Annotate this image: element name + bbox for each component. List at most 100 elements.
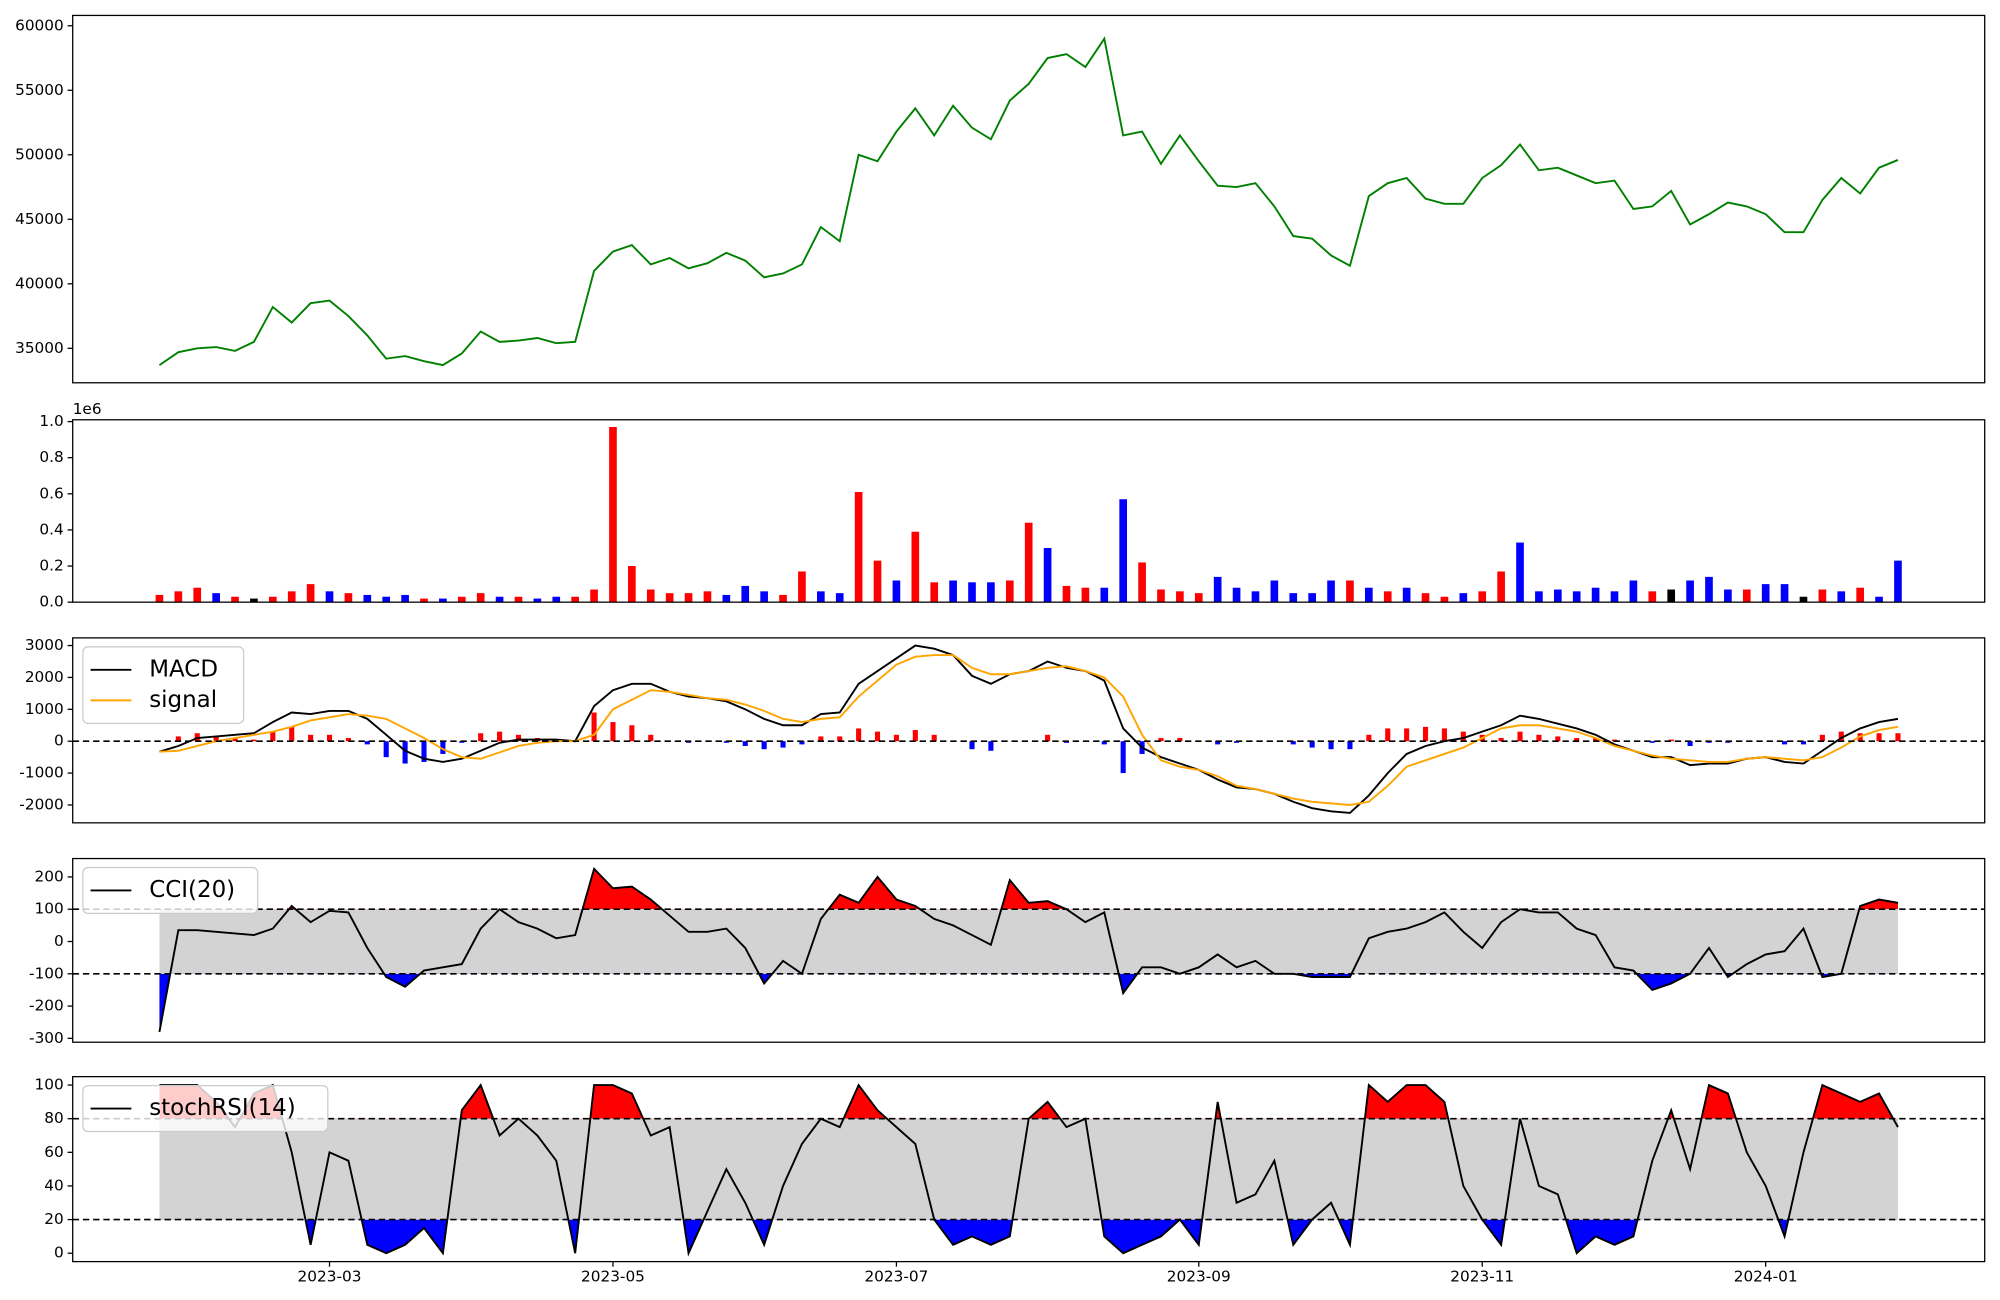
volume-bar [1459,593,1468,603]
volume-bar [1875,596,1883,603]
histogram-bar [1045,734,1051,742]
volume-bar [1005,580,1014,603]
plot-area [72,867,1985,1033]
histogram-bar [610,722,616,742]
volume-bar [1081,587,1090,603]
histogram-bar [1876,733,1882,742]
histogram-bar [1422,726,1429,742]
plot-area [72,1083,1985,1257]
volume-bar [287,591,296,603]
histogram-bar [1574,738,1580,742]
band-fill [159,909,1898,974]
legend: MACD signal [82,646,245,724]
volume-bar [1232,587,1241,603]
volume-bar [1705,576,1713,603]
x-tick-label: 2023-11 [1450,1267,1514,1285]
volume-bar [155,594,164,603]
volume-bar [344,593,353,603]
histogram-bar [497,731,503,742]
histogram-bar [1215,741,1221,745]
y-tick-label: 0.8 [39,448,63,466]
volume-bar [382,596,391,603]
volume-bar [590,589,598,603]
histogram-bar [648,734,654,742]
volume-bar [1761,584,1770,603]
histogram-bar [421,741,427,762]
volume-bar [552,596,561,603]
histogram-bar [308,734,314,742]
volume-bar [779,594,787,603]
y-tick-label: 40000 [15,274,64,292]
volume-bar [628,566,636,603]
x-tick-label: 2023-09 [1167,1267,1231,1285]
histogram-bar [440,741,446,754]
axes-frame [72,1076,1986,1263]
histogram-bar [629,725,635,742]
volume-bar [231,596,239,603]
axes-frame [72,14,1986,384]
volume-bar [1365,587,1373,603]
volume-bar [1516,542,1524,603]
band-fill [159,1118,1898,1220]
volume-bar [1799,596,1808,603]
y-tick-label: -300 [29,1029,64,1047]
volume-bar [533,598,542,603]
histogram-bar [931,734,937,742]
volume-bar [212,593,220,603]
volume-bar [873,560,882,603]
volume-bar [930,582,939,603]
histogram-bar [742,741,748,746]
volume-bar [495,596,504,603]
y-tick-label: 55000 [15,81,64,99]
y-tick-label: 60 [44,1143,63,1161]
histogram-bar [1819,734,1825,742]
volume-bar [1194,593,1203,603]
histogram-bar [1120,741,1126,774]
histogram-bar [478,733,484,742]
volume-bar [1497,571,1505,603]
y-tick-label: 0.2 [39,557,63,575]
histogram-bar [1101,741,1107,745]
volume-bar [363,594,372,603]
panel: 0 20 40 60 80 100 stochRSI(14) 2023-03 2023-05 20… [35,1076,1986,1285]
histogram-bar [232,738,238,742]
plot-area [155,426,1902,603]
volume-bar [854,492,863,603]
legend-label: signal [149,687,217,713]
x-tick-label: 2023-03 [298,1267,362,1285]
histogram-bar [1158,738,1164,742]
volume-bar [1100,587,1109,603]
y-tick-label: 0.4 [39,520,63,538]
histogram-bar [1498,738,1504,742]
y-tick-label: 40 [44,1176,63,1194]
y-tick-label: 200 [35,867,64,885]
volume-bar [835,593,844,603]
histogram-bar [893,734,899,742]
volume-bar [1270,580,1279,603]
offset-text: 1e6 [73,400,102,418]
volume-bar [1686,580,1694,603]
histogram-bar [515,734,522,742]
series-line [159,654,1899,806]
volume-bar [741,585,750,603]
volume-bar [1308,593,1316,603]
volume-bar [1742,589,1751,603]
histogram-bar [289,726,295,742]
legend-box [82,866,259,915]
histogram-bar [761,741,767,750]
volume-bar [665,593,674,603]
histogram-bar [780,741,786,748]
y-tick-label: -200 [29,997,64,1015]
histogram-bar [1404,728,1410,742]
y-tick-label: 0 [54,932,64,950]
volume-bar [306,584,315,603]
histogram-bar [1366,734,1372,742]
volume-bar [911,531,920,603]
histogram-bar [1668,739,1674,742]
y-tick-label: 1.0 [39,412,63,430]
volume-bar [1535,591,1543,603]
above-fill [159,1085,1894,1119]
histogram-bar [364,741,370,745]
y-tick-label: 2000 [25,668,64,686]
